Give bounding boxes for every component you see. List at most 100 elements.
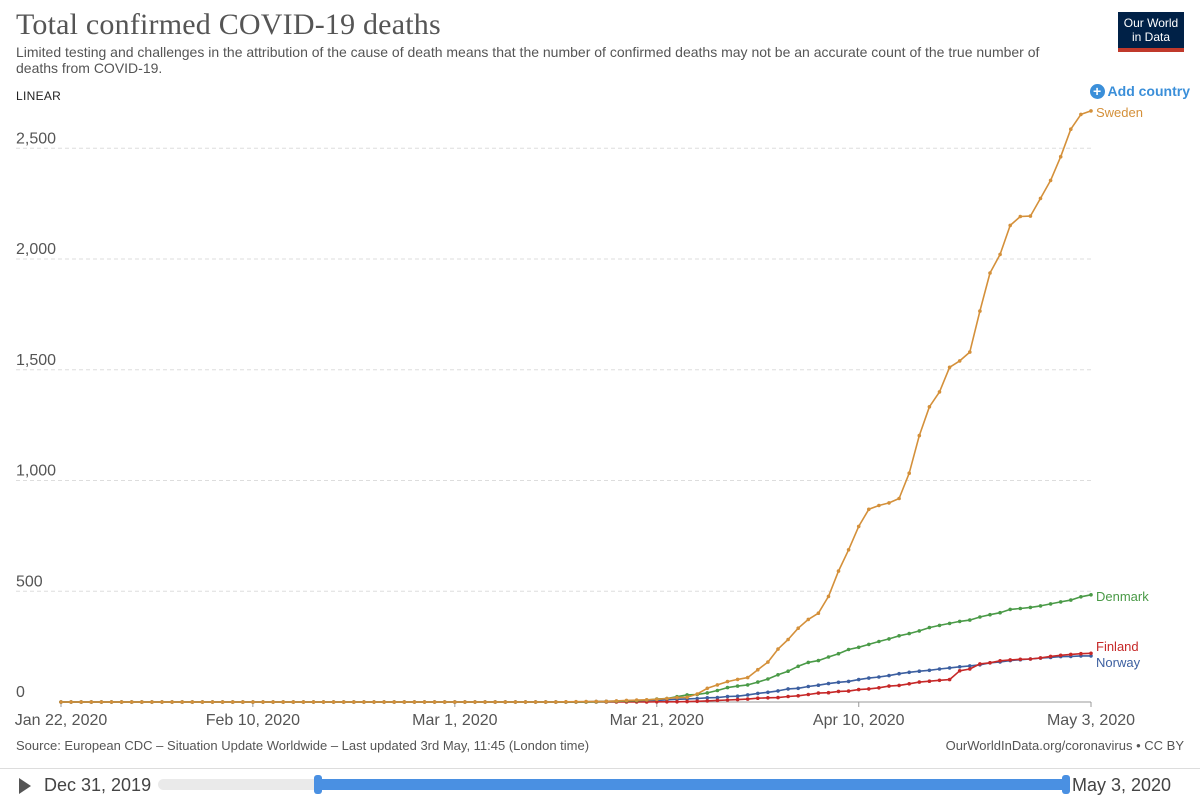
data-point-denmark <box>745 683 750 687</box>
data-point-denmark <box>806 660 811 665</box>
data-point-sweden <box>604 699 609 704</box>
y-tick-label: 1,000 <box>16 463 56 480</box>
our-world-in-data-logo[interactable]: Our World in Data <box>1118 12 1184 52</box>
series-label-sweden: Sweden <box>1096 105 1143 120</box>
data-point-sweden <box>402 700 407 704</box>
data-point-sweden <box>140 700 144 704</box>
data-point-finland <box>715 698 720 703</box>
data-point-sweden <box>271 700 275 704</box>
series-line-norway <box>61 655 1091 703</box>
data-point-denmark <box>816 658 821 663</box>
data-point-sweden <box>927 405 932 409</box>
data-point-denmark <box>826 655 831 659</box>
data-point-sweden <box>887 501 891 505</box>
timeline-start-handle[interactable] <box>313 775 322 794</box>
x-tick-label: Mar 1, 2020 <box>412 712 497 729</box>
data-point-denmark <box>887 637 891 641</box>
data-point-norway <box>766 690 770 695</box>
data-point-finland <box>675 700 679 704</box>
data-point-sweden <box>412 700 417 704</box>
data-point-finland <box>856 687 861 692</box>
data-point-sweden <box>261 700 265 704</box>
data-point-finland <box>766 696 770 700</box>
data-point-norway <box>735 694 740 698</box>
data-point-denmark <box>968 618 972 622</box>
timeline-bar: Dec 31, 2019 May 3, 2020 <box>0 768 1200 801</box>
data-point-sweden <box>1038 196 1043 201</box>
data-point-sweden <box>735 677 740 682</box>
series-label-norway: Norway <box>1096 655 1141 670</box>
timeline-end-handle[interactable] <box>1062 775 1070 794</box>
data-point-sweden <box>453 700 457 704</box>
y-tick-label: 2,500 <box>16 130 56 147</box>
data-point-sweden <box>614 699 619 703</box>
data-point-sweden <box>291 700 296 704</box>
series-line-denmark <box>61 594 1092 703</box>
data-point-finland <box>968 667 972 671</box>
data-point-finland <box>826 690 831 695</box>
data-point-sweden <box>745 675 750 680</box>
scale-toggle[interactable]: LINEAR <box>16 89 62 103</box>
timeline-end-date: May 3, 2020 <box>1072 775 1172 795</box>
data-point-sweden <box>1048 178 1053 183</box>
line-chart: 0 500 1,000 1,500 2,000 2,500 Jan 22, 2020 Feb … <box>15 105 1150 729</box>
play-icon[interactable] <box>19 778 31 794</box>
data-point-sweden <box>220 700 225 704</box>
data-point-finland <box>796 694 800 698</box>
data-point-denmark <box>988 612 992 617</box>
data-point-sweden <box>554 700 558 704</box>
data-point-sweden <box>655 697 659 702</box>
data-point-sweden <box>463 700 467 704</box>
data-point-denmark <box>877 639 881 644</box>
data-point-finland <box>1058 653 1063 658</box>
data-point-finland <box>978 662 982 666</box>
source-link[interactable]: OurWorldInData.org/coronavirus • CC BY <box>945 738 1184 753</box>
chart-subtitle: Limited testing and challenges in the at… <box>16 44 1040 76</box>
data-point-norway <box>867 676 871 680</box>
data-point-norway <box>725 694 730 699</box>
add-country-button[interactable]: + Add country <box>1089 83 1190 99</box>
data-point-sweden <box>594 699 598 704</box>
data-point-sweden <box>432 700 437 704</box>
plus-circle-icon: + <box>1089 83 1105 99</box>
data-point-denmark <box>998 610 1002 615</box>
data-point-norway <box>836 680 841 685</box>
data-point-sweden <box>564 700 568 704</box>
data-point-denmark <box>867 642 871 647</box>
data-point-norway <box>957 665 962 669</box>
data-point-sweden <box>715 683 720 687</box>
data-point-sweden <box>230 700 235 704</box>
data-point-sweden <box>79 700 83 704</box>
data-point-sweden <box>362 700 366 704</box>
data-point-finland <box>846 689 851 693</box>
data-point-sweden <box>89 700 94 704</box>
data-point-sweden <box>806 617 811 622</box>
data-point-finland <box>756 696 760 700</box>
data-point-denmark <box>1008 607 1012 612</box>
data-point-denmark <box>1048 602 1053 606</box>
data-point-denmark <box>756 680 760 684</box>
data-point-norway <box>816 683 821 687</box>
data-point-denmark <box>776 673 780 677</box>
data-point-sweden <box>776 647 780 651</box>
data-point-finland <box>998 659 1002 663</box>
data-point-sweden <box>644 698 649 702</box>
data-point-denmark <box>927 625 932 630</box>
data-point-sweden <box>210 700 215 704</box>
data-point-sweden <box>533 700 538 704</box>
data-point-finland <box>1028 657 1033 661</box>
data-point-sweden <box>917 433 922 438</box>
data-point-denmark <box>796 664 800 669</box>
data-point-sweden <box>877 503 881 508</box>
data-point-sweden <box>937 390 942 394</box>
data-point-norway <box>715 695 720 700</box>
timeline-track[interactable] <box>158 775 1070 794</box>
data-point-denmark <box>725 685 730 690</box>
data-point-sweden <box>786 637 790 642</box>
data-point-sweden <box>523 700 528 704</box>
data-point-sweden <box>382 700 386 704</box>
data-point-finland <box>897 683 901 688</box>
data-point-sweden <box>856 524 861 529</box>
data-point-finland <box>1079 651 1083 656</box>
data-point-finland <box>867 687 871 691</box>
